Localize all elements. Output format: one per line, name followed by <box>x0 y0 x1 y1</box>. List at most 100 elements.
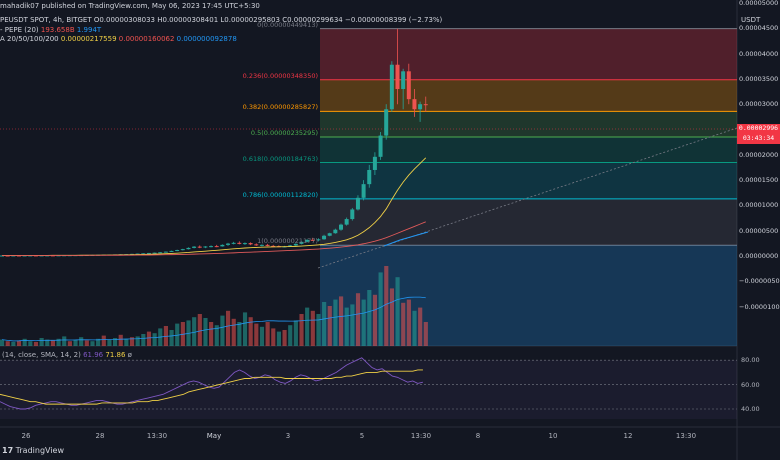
candle-body <box>180 249 185 251</box>
time-axis-label: 13:30 <box>146 432 168 440</box>
rsi-ma-line <box>0 369 423 405</box>
rsi-legend[interactable]: (14, close, SMA, 14, 2) 61.96 71.86 ø <box>2 351 132 360</box>
volume-bar <box>242 312 248 346</box>
volume-bar <box>322 302 327 346</box>
volume-bar <box>22 338 27 346</box>
volume-bar <box>5 341 10 346</box>
fib-zone <box>320 79 737 112</box>
price-axis-label: 0.00000000 <box>739 252 779 260</box>
candle-body <box>384 109 389 136</box>
volume-bar <box>73 339 78 346</box>
candle-body <box>220 244 225 247</box>
volume-bar <box>316 314 321 346</box>
volume-bar <box>141 334 146 346</box>
volume-bar <box>327 306 332 346</box>
volume-bar <box>344 307 349 346</box>
candle-body <box>254 244 259 246</box>
rsi-params: (14, close, SMA, 14, 2) <box>2 351 81 359</box>
candle-body <box>22 255 27 257</box>
volume-bar <box>378 272 383 346</box>
time-axis-label: 13:30 <box>410 432 432 440</box>
volume-bar <box>67 341 72 346</box>
volume-bar <box>175 323 180 346</box>
time-axis-label: May <box>206 432 222 440</box>
tradingview-logo[interactable]: 17 TradingView <box>2 446 65 455</box>
volume-bar <box>333 299 338 346</box>
candle-body <box>39 255 44 257</box>
fib-label: 0.618(0.00000184763) <box>242 154 318 163</box>
volume-bar <box>169 330 174 346</box>
volume-bar <box>231 318 236 346</box>
candle-body <box>141 253 146 255</box>
volume-bar <box>146 331 152 346</box>
candle-body <box>316 239 321 241</box>
volume-bar <box>11 342 16 346</box>
candle-body <box>355 197 360 210</box>
volume-bar <box>401 302 406 346</box>
candle-body <box>344 219 349 225</box>
candle-body <box>175 250 180 252</box>
candle-body <box>169 250 174 252</box>
price-axis-label: 0.00005000 <box>739 0 779 7</box>
publish-line: mahadik07 published on TradingView.com, … <box>0 2 260 10</box>
price-axis-label: 0.00000500 <box>739 226 779 235</box>
volume-bar <box>220 315 225 346</box>
rsi-value: 61.96 <box>83 351 104 359</box>
ma-legend[interactable]: A 20/50/100/200 0.00000217559 0.00000160… <box>0 35 237 44</box>
candle-body <box>372 156 377 170</box>
volume-bar <box>124 338 129 346</box>
ma-legend-value-1: 0.00000217559 <box>60 35 117 43</box>
candle-body <box>259 244 264 246</box>
candle-body <box>265 244 270 246</box>
time-axis-label: 28 <box>95 432 105 440</box>
countdown-timer: 03:43:34 <box>742 133 775 142</box>
price-axis-bg <box>737 0 780 460</box>
volume-bar <box>389 288 394 346</box>
candle-body <box>203 246 208 248</box>
volume-bar <box>192 317 197 346</box>
volume-legend-label: - PEPE (20) <box>0 26 39 34</box>
volume-legend[interactable]: - PEPE (20) 193.658B 1.994T <box>0 26 101 35</box>
time-axis-label: 10 <box>548 432 558 440</box>
candle-body <box>367 169 372 185</box>
volume-bar <box>406 299 411 346</box>
volume-bar <box>96 338 101 346</box>
candle-body <box>186 247 191 250</box>
time-axis-label: 26 <box>21 432 31 440</box>
fib-label: 0.5(0.00000235295) <box>250 128 318 137</box>
volume-ma-line <box>1 296 426 342</box>
fib-label: 0(0.00000449413) <box>257 20 318 29</box>
price-axis-label: −0.00000500 <box>739 277 780 286</box>
volume-bar <box>350 304 355 346</box>
candle-body <box>192 246 197 248</box>
rsi-level-40: 40.00 <box>741 405 760 413</box>
volume-bar <box>45 339 50 346</box>
candle-body <box>327 233 332 236</box>
candle-body <box>214 246 219 248</box>
volume-bar <box>28 341 33 346</box>
symbol-line[interactable]: PEUSDT SPOT, 4h, BITGET O0.00000308033 H… <box>0 16 443 24</box>
candle-body <box>333 229 338 234</box>
fib-label: 1(0.00000021177) <box>257 237 318 246</box>
candle-body <box>242 243 247 245</box>
volume-bar <box>84 340 89 346</box>
candle-body <box>146 252 151 254</box>
volume-bar <box>355 293 361 346</box>
candle-body <box>16 255 21 257</box>
candle-body <box>135 253 140 255</box>
time-axis-label: 13:30 <box>675 432 697 440</box>
candle-body <box>197 246 202 248</box>
candle-body <box>226 243 230 245</box>
volume-bar <box>259 326 265 346</box>
fib-zone <box>320 198 737 246</box>
candle-body <box>237 242 242 244</box>
volume-bar <box>118 334 123 346</box>
fib-zone <box>320 136 737 163</box>
volume-bar <box>101 335 106 346</box>
candle-body <box>423 104 428 106</box>
candle-body <box>412 99 417 110</box>
fib-label: 0.382(0.00000285827) <box>242 103 318 112</box>
volume-bar <box>418 307 423 346</box>
fib-zone <box>320 111 737 137</box>
